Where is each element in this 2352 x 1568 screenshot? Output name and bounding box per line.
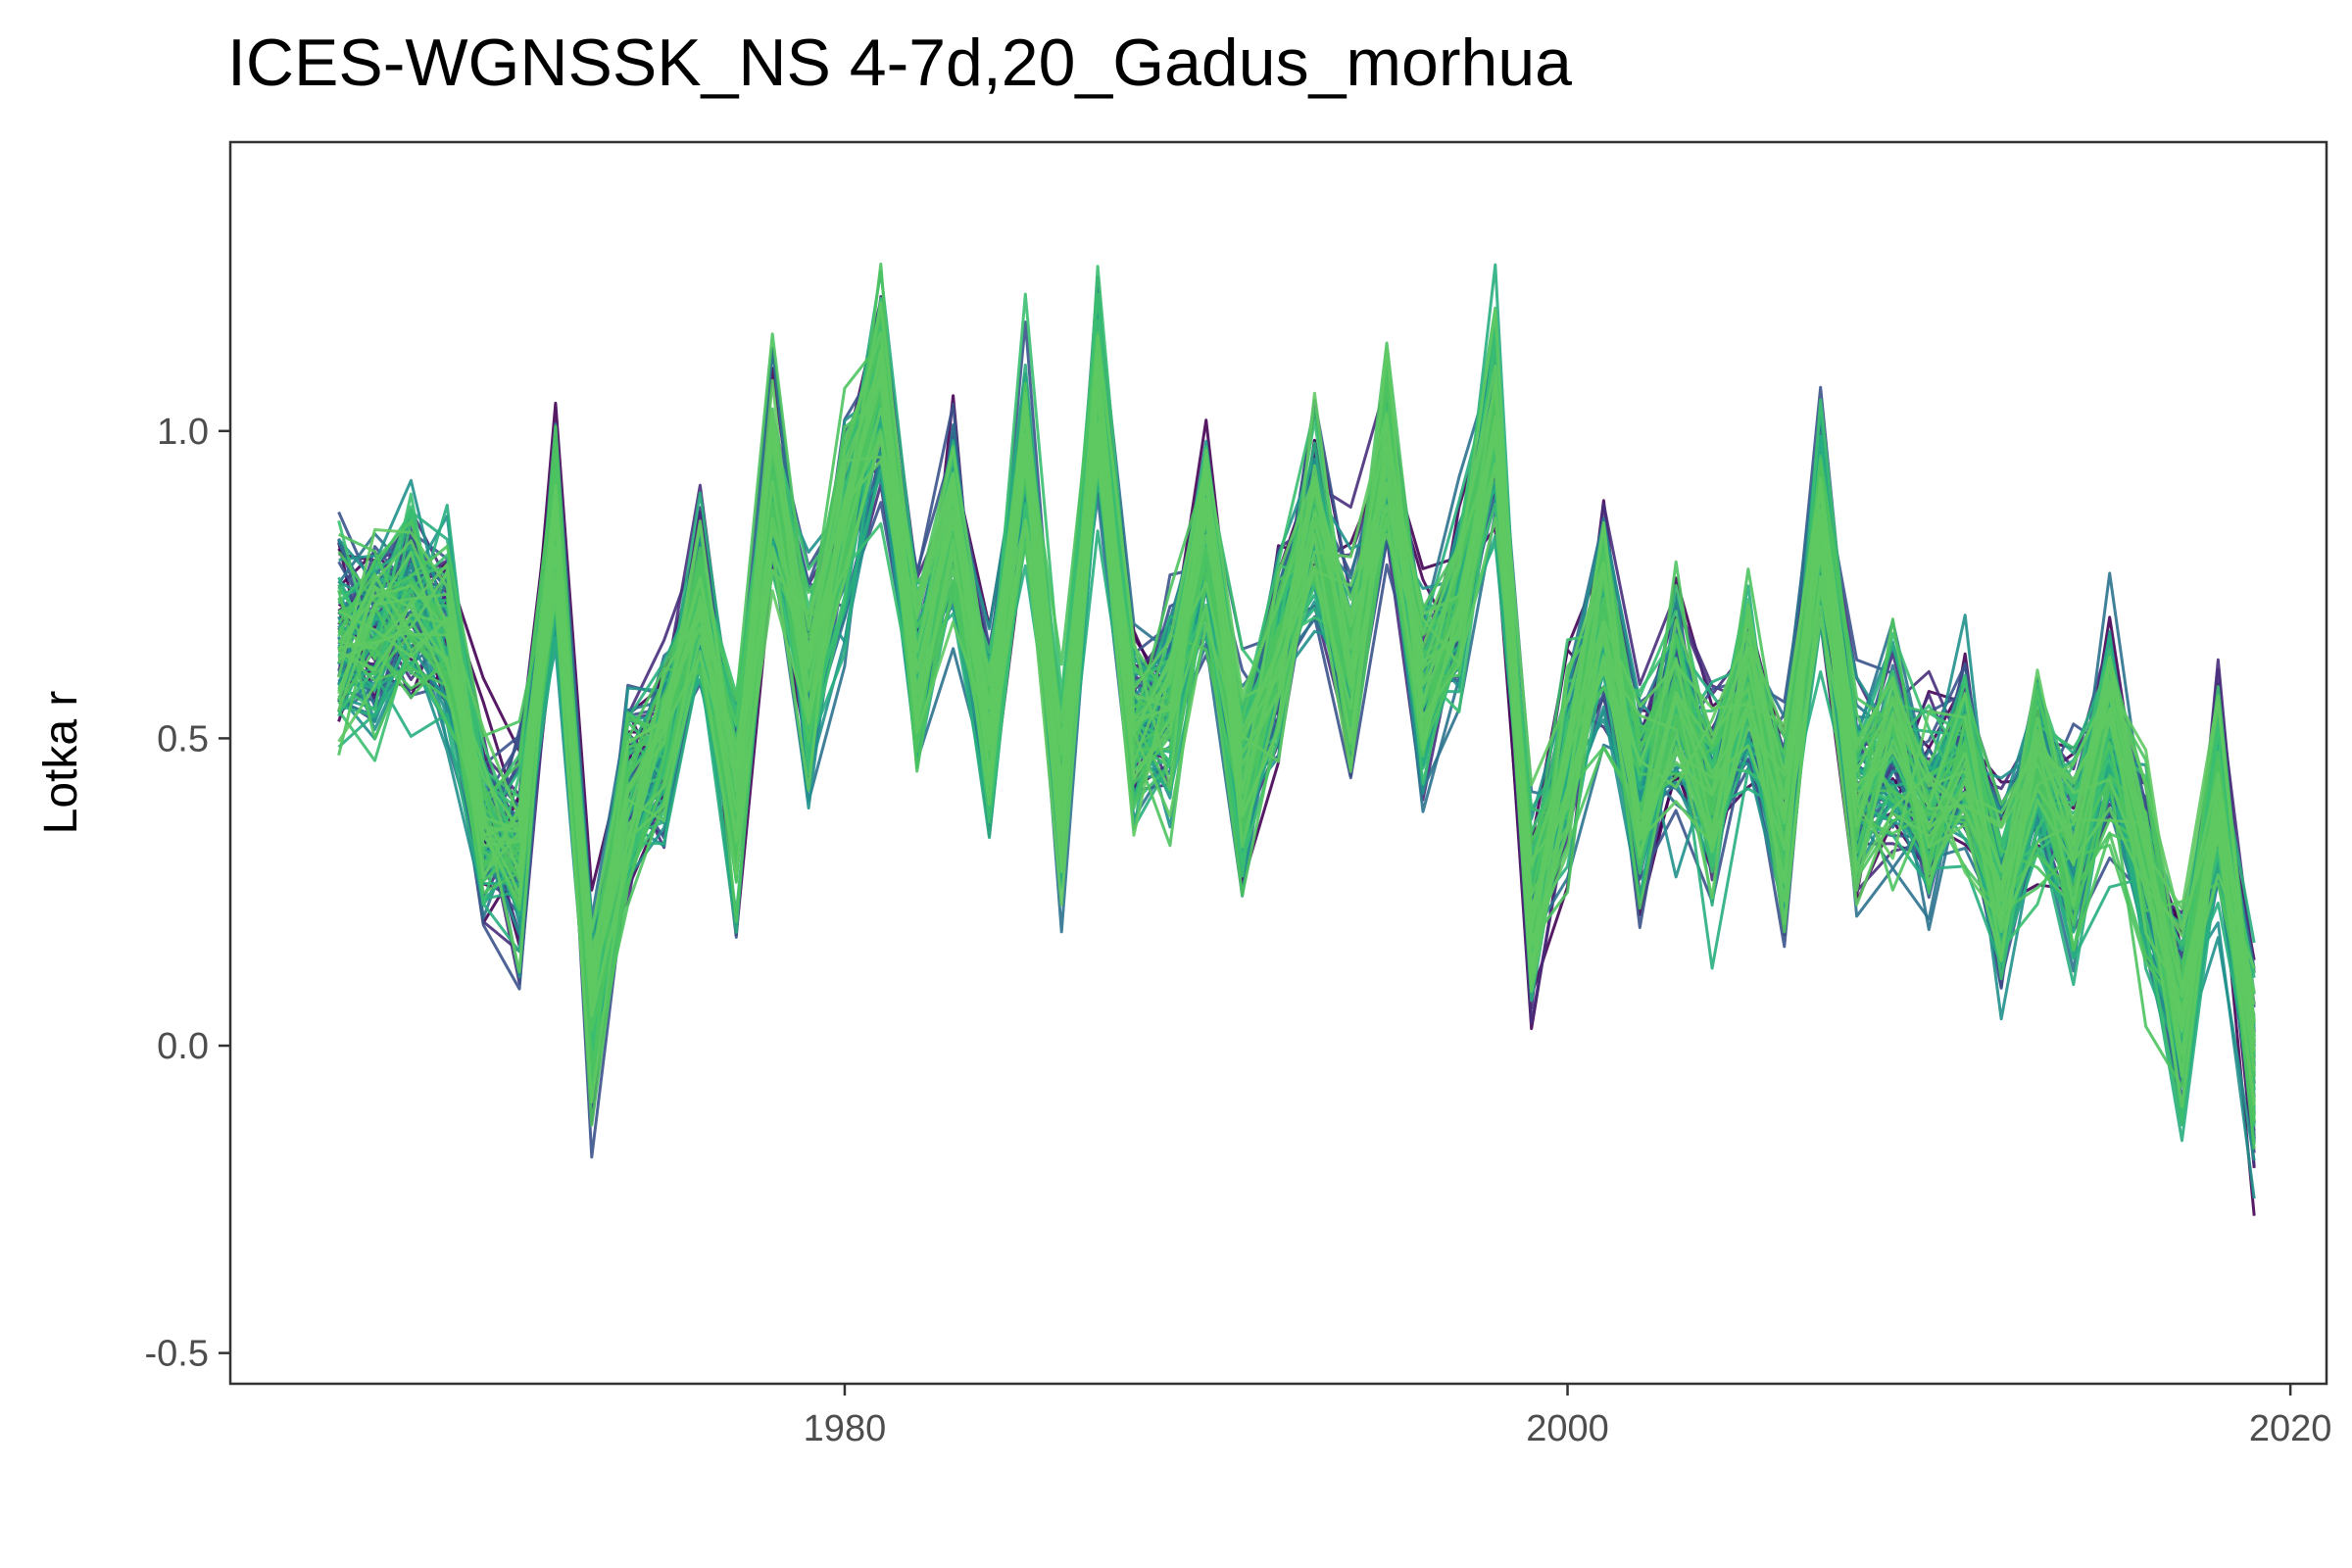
x-tick-label: 2020 — [2249, 1408, 2332, 1449]
y-axis-title: Lotka r — [35, 691, 87, 835]
panel-border — [228, 140, 2328, 1386]
y-tick-label: -0.5 — [145, 1334, 209, 1375]
y-tick-label: 1.0 — [157, 412, 209, 453]
x-tick-label: 1980 — [804, 1408, 887, 1449]
series-line — [338, 374, 2256, 999]
chart-title: ICES-WGNSSK_NS 4-7d,20_Gadus_morhua — [227, 25, 1572, 100]
series-layer — [337, 262, 2256, 1216]
x-tick-label: 2000 — [1526, 1408, 1609, 1449]
y-tick-label: 0.0 — [157, 1026, 209, 1067]
axis-layer: 1980 2000 2020 -0.5 0.0 0.5 1.0 — [145, 412, 2332, 1449]
series-line — [337, 378, 2256, 1105]
series-line — [337, 385, 2256, 1043]
series-line — [338, 349, 2256, 1013]
y-tick-label: 0.5 — [157, 718, 209, 760]
